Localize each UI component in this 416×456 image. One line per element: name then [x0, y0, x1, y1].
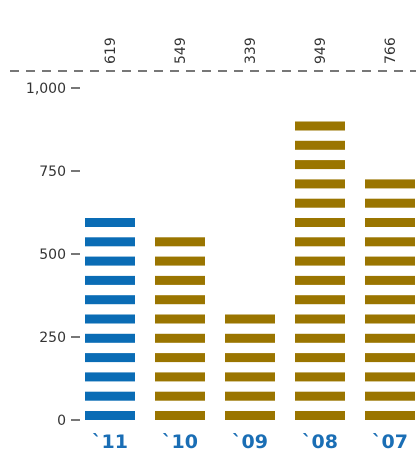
bar-segment	[155, 314, 205, 324]
bar-segment	[365, 391, 415, 401]
bar-segment	[85, 275, 135, 285]
bar-segment	[155, 295, 205, 305]
bar-segment	[365, 218, 415, 227]
category-label: `09	[232, 431, 268, 453]
bar-segment	[365, 372, 415, 382]
bar-segment	[295, 333, 345, 343]
bar-segment	[85, 237, 135, 247]
y-tick-label: 0	[57, 413, 66, 429]
bar-segment	[155, 333, 205, 343]
category-labels: `11 `10 `09 `08 `07	[92, 431, 408, 453]
bar-segment	[295, 140, 345, 150]
bar-segment	[365, 275, 415, 285]
bar-segment	[365, 314, 415, 324]
bar-segment	[365, 198, 415, 208]
bar-segment	[295, 160, 345, 170]
bar-segment	[295, 391, 345, 401]
bar-segment	[365, 333, 415, 343]
bar-segment	[155, 411, 205, 420]
bar-segment	[295, 179, 345, 189]
y-tick-label: 750	[39, 164, 66, 180]
bar-segment	[295, 218, 345, 227]
value-labels: 619 549 339 949 766	[103, 37, 399, 64]
bar-segment	[365, 237, 415, 247]
bar-segment	[85, 295, 135, 305]
bar-segment	[225, 314, 275, 324]
bar-segment	[155, 372, 205, 382]
value-label: 619	[103, 37, 119, 64]
category-label: `07	[372, 431, 408, 453]
bar-segment	[295, 198, 345, 208]
y-tick-label: 1,000	[26, 81, 66, 97]
value-label: 549	[173, 37, 189, 64]
value-label: 766	[383, 37, 399, 64]
bar-segment	[225, 372, 275, 382]
value-label: 339	[243, 37, 259, 64]
category-label: `10	[162, 431, 198, 453]
bar-segment	[225, 333, 275, 343]
bar-segment	[365, 295, 415, 305]
bar-segment	[225, 391, 275, 401]
bar-segment	[225, 411, 275, 420]
bar-segment	[295, 295, 345, 305]
y-tick-label: 250	[39, 330, 66, 346]
bars	[85, 121, 415, 420]
bar	[155, 237, 205, 420]
bar-segment	[85, 391, 135, 401]
bar-segment	[365, 411, 415, 420]
value-label: 949	[313, 37, 329, 64]
bar-segment	[295, 411, 345, 420]
bar-segment	[225, 353, 275, 363]
y-axis: 0 250 500 750 1,000	[26, 81, 80, 429]
category-label: `11	[92, 431, 128, 453]
bar-segment	[295, 275, 345, 285]
bar-segment	[155, 275, 205, 285]
bar-segment	[85, 256, 135, 266]
bar-segment	[365, 256, 415, 266]
y-tick-label: 500	[39, 247, 66, 263]
bar	[225, 314, 275, 420]
bar-segment	[295, 237, 345, 247]
bar	[365, 179, 415, 420]
bar-segment	[295, 353, 345, 363]
bar-segment	[85, 411, 135, 420]
bar-segment	[85, 353, 135, 363]
bar-segment	[155, 353, 205, 363]
bar	[85, 218, 135, 420]
bar-segment	[295, 372, 345, 382]
bar-segment	[155, 237, 205, 247]
bar-segment	[85, 314, 135, 324]
bar-segment	[295, 314, 345, 324]
category-label: `08	[302, 431, 338, 453]
bar	[295, 121, 345, 420]
bar-segment	[365, 179, 415, 189]
bar-segment	[85, 333, 135, 343]
bar-segment	[155, 256, 205, 266]
bar-segment	[85, 218, 135, 227]
bar-segment	[155, 391, 205, 401]
bar-segment	[85, 372, 135, 382]
bar-segment	[295, 121, 345, 131]
bar-segment	[365, 353, 415, 363]
bar-segment	[295, 256, 345, 266]
